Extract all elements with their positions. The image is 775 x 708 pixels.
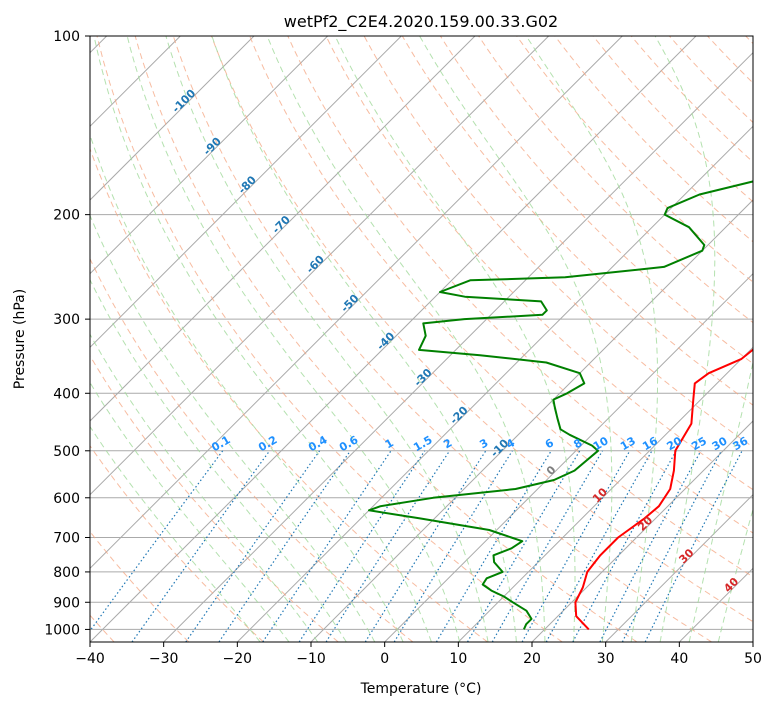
- dry-adiabat-line: [211, 36, 753, 623]
- moist-adiabat-line: [90, 214, 376, 642]
- y-tick-label: 600: [53, 491, 80, 507]
- isotherm-line: [605, 493, 753, 642]
- moist-adiabat-line: [525, 36, 659, 642]
- mixing-ratio-line: [545, 450, 653, 642]
- isotherm-line: [90, 36, 255, 201]
- mixing-ratio-line: [298, 450, 426, 642]
- moist-adiabat-line: [90, 425, 261, 642]
- mixing-ratio-line: [325, 450, 451, 642]
- mixing-ratio-line: [599, 450, 702, 642]
- moist-adiabat-line: [90, 133, 404, 642]
- y-tick-label: 500: [53, 444, 80, 460]
- x-tick-label: 0: [380, 651, 389, 667]
- moist-adiabat-line: [419, 36, 613, 642]
- moist-adiabat-line: [266, 36, 546, 642]
- dry-adiabat-line: [172, 36, 712, 642]
- y-tick-label: 400: [53, 386, 80, 402]
- moist-adiabat-line: [90, 381, 290, 642]
- dry-adiabat-line: [325, 36, 753, 491]
- dry-adiabat-line: [96, 36, 563, 642]
- isotherm-line: [457, 346, 753, 642]
- moist-adiabat-line: [211, 36, 517, 642]
- mixing-ratio-line: [90, 450, 224, 632]
- isotherm-line: [90, 36, 623, 570]
- y-tick-label: 200: [53, 208, 80, 224]
- background-lines: [90, 36, 753, 642]
- mixing-ratio-line: [218, 450, 351, 642]
- mixing-ratio-line: [435, 450, 552, 642]
- isotherm-line: [90, 36, 550, 496]
- dry-adiabat-line: [90, 257, 414, 642]
- dry-adiabat-line: [287, 36, 753, 534]
- mixing-ratio-line: [185, 450, 321, 642]
- dry-adiabat-line: [90, 354, 339, 642]
- isotherm-line: [236, 125, 753, 642]
- profile-lines: [368, 180, 753, 631]
- dry-adiabat-line: [90, 444, 264, 642]
- mixing-ratio-line: [131, 450, 271, 642]
- x-tick-label: −10: [296, 651, 326, 667]
- x-axis-label: Temperature (°C): [360, 681, 482, 697]
- isotherm-line: [90, 36, 329, 275]
- moist-adiabat-line: [688, 360, 753, 642]
- mixing-ratio-line: [262, 450, 392, 642]
- moist-adiabat-line: [165, 36, 489, 642]
- y-tick-label: 700: [53, 531, 80, 547]
- y-tick-label: 800: [53, 565, 80, 581]
- moist-adiabat-line: [90, 333, 319, 642]
- moist-adiabat-line: [334, 36, 576, 642]
- mixing-ratio-line: [521, 450, 631, 642]
- dewpoint-profile-line: [368, 180, 753, 630]
- mixing-ratio-line: [364, 450, 487, 642]
- y-axis-label: Pressure (hPa): [12, 289, 28, 389]
- moist-adiabat-line: [654, 36, 716, 642]
- axis-ticks: −40 −30 −20 −10 0 10 20 30 40 50 100 200 300 400 500 60…: [44, 29, 762, 667]
- y-tick-label: 900: [53, 595, 80, 611]
- chart-title: wetPf2_C2E4.2020.159.00.33.G02: [284, 12, 558, 32]
- y-tick-label: 300: [53, 312, 80, 328]
- moist-adiabat-line: [126, 36, 461, 642]
- isotherm-line: [90, 36, 402, 349]
- isotherm-line: [384, 272, 753, 642]
- y-tick-label: 1000: [44, 622, 80, 638]
- x-tick-label: −40: [75, 651, 105, 667]
- x-tick-label: 50: [744, 651, 762, 667]
- x-tick-label: 20: [523, 651, 541, 667]
- mixing-ratio-line: [644, 450, 743, 642]
- x-tick-label: 40: [670, 651, 688, 667]
- plot-frame: [89, 35, 754, 643]
- moist-adiabat-line: [93, 36, 432, 642]
- isotherm-line: [90, 36, 697, 642]
- moist-adiabat-line: [717, 507, 753, 642]
- x-tick-label: 30: [597, 651, 615, 667]
- dry-adiabat-line: [516, 36, 753, 283]
- temperature-profile-line: [574, 348, 753, 631]
- isotherm-line: [90, 36, 476, 422]
- x-tick-label: −30: [149, 651, 179, 667]
- isotherm-line: [163, 51, 753, 642]
- mixing-ratio-line: [572, 450, 677, 642]
- isotherm-line: [531, 420, 753, 642]
- y-tick-label: 100: [53, 29, 80, 45]
- x-tick-label: 10: [449, 651, 467, 667]
- dry-adiabat-line: [249, 36, 753, 578]
- x-tick-label: −20: [223, 651, 253, 667]
